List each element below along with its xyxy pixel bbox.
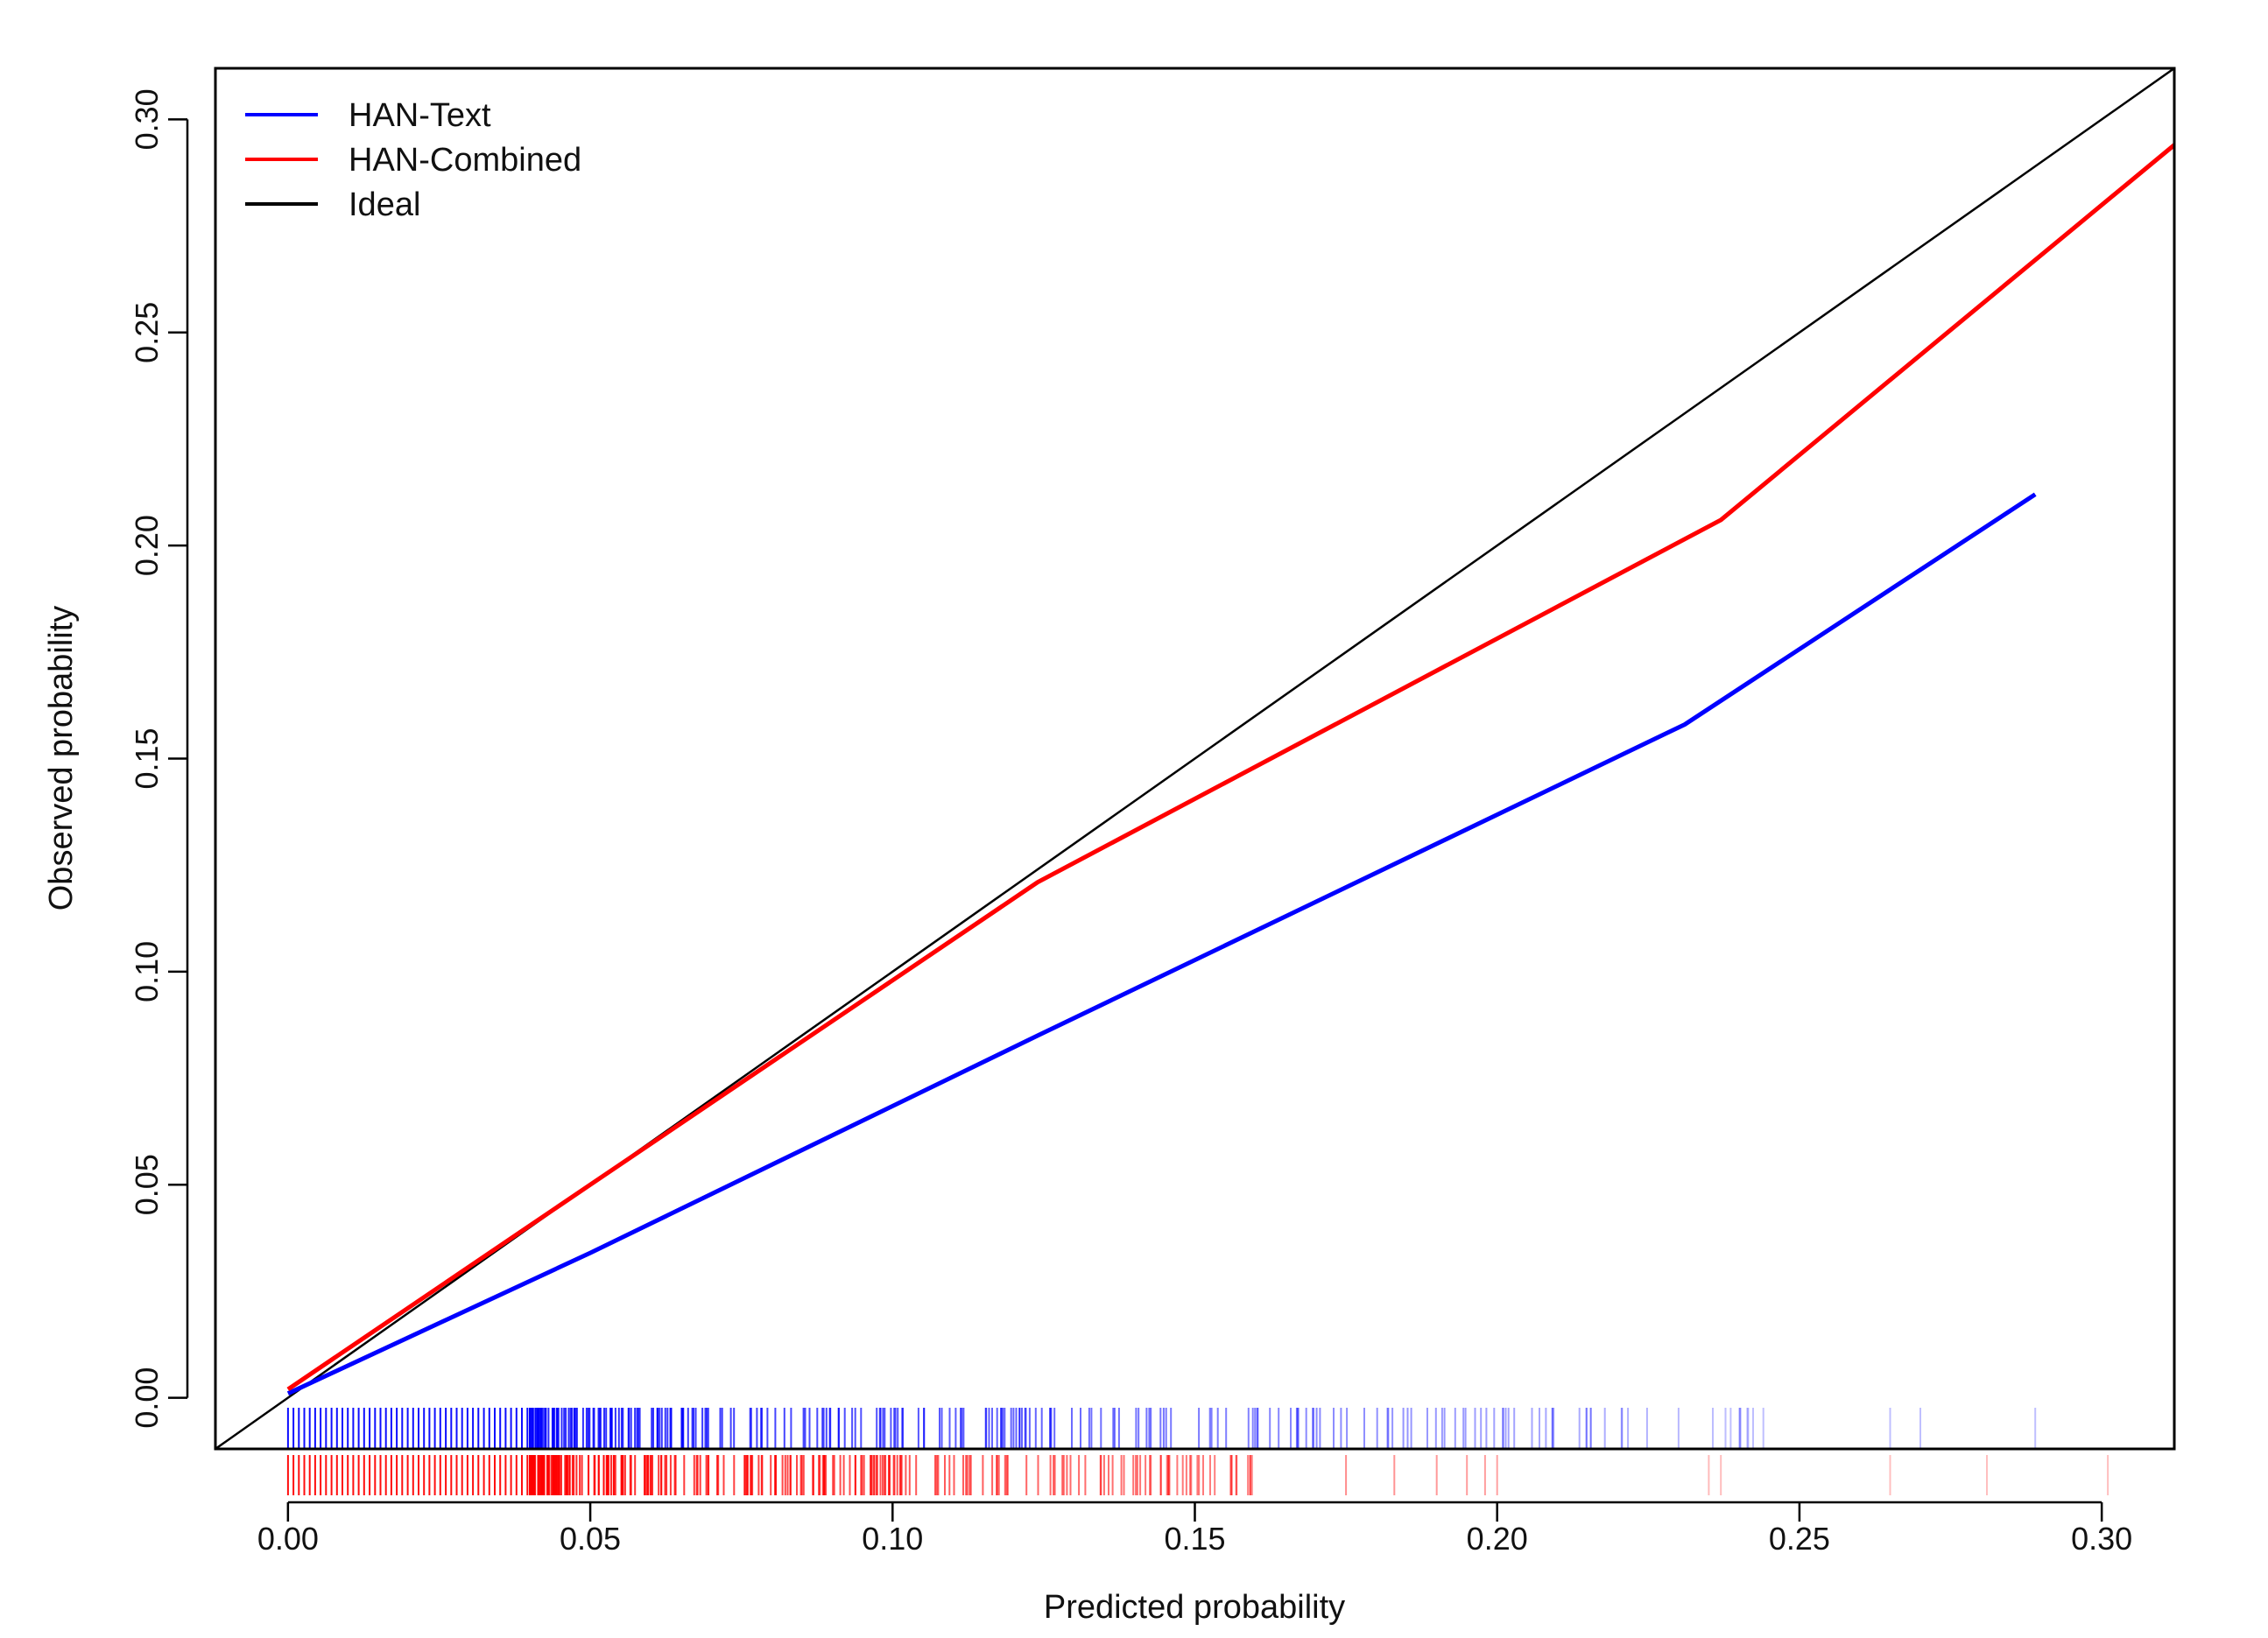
x-tick-label: 0.15 <box>1164 1521 1225 1557</box>
legend-label-han-combined: HAN-Combined <box>349 142 581 179</box>
series-line-han-text <box>286 492 2037 1395</box>
y-tick-label: 0.30 <box>129 88 165 150</box>
x-tick-label: 0.20 <box>1467 1521 1528 1557</box>
x-tick-label: 0.05 <box>560 1521 621 1557</box>
rug-layer <box>286 1408 2110 1495</box>
x-axis: 0.00 0.05 0.10 0.15 0.20 0.25 0.30 <box>257 1501 2132 1557</box>
y-tick-label: 0.20 <box>129 515 165 576</box>
legend-label-han-text: HAN-Text <box>349 97 491 134</box>
x-tick-label: 0.30 <box>2071 1521 2132 1557</box>
y-tick-label: 0.00 <box>129 1367 165 1429</box>
x-axis-title: Predicted probability <box>1044 1589 1345 1626</box>
y-tick-label: 0.25 <box>129 302 165 363</box>
x-tick-label: 0.10 <box>862 1521 923 1557</box>
y-axis: 0.00 0.05 0.10 0.15 0.20 0.25 0.30 <box>129 88 189 1429</box>
legend: HAN-Text HAN-Combined Ideal <box>245 97 581 223</box>
plot-frame <box>214 67 2176 1451</box>
y-tick-label: 0.15 <box>129 728 165 789</box>
y-axis-title: Observed probability <box>43 606 80 911</box>
y-tick-label: 0.10 <box>129 941 165 1002</box>
x-tick-label: 0.25 <box>1769 1521 1830 1557</box>
x-tick-label: 0.00 <box>257 1521 319 1557</box>
series-line-han-combined <box>286 143 2174 1391</box>
legend-label-ideal: Ideal <box>349 186 420 223</box>
series-lines <box>215 68 2174 1449</box>
y-tick-label: 0.05 <box>129 1154 165 1215</box>
